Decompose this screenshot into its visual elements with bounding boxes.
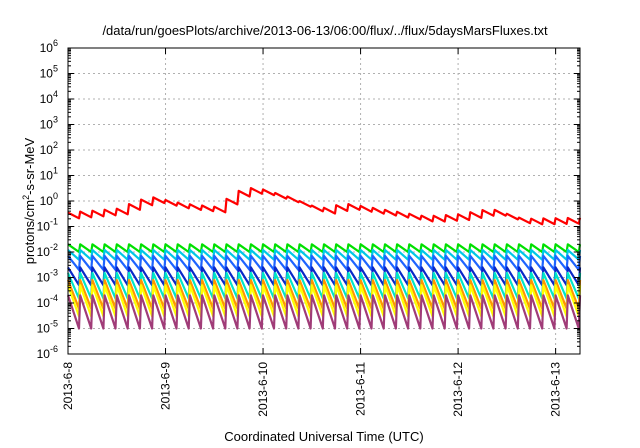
series-line-3: [67, 254, 582, 271]
x-tick-label: 2013-6-12: [451, 362, 465, 417]
y-axis-label-main: protons/cm: [22, 200, 37, 264]
chart-title: /data/run/goesPlots/archive/2013-06-13/0…: [102, 23, 548, 38]
y-tick-label: 103: [40, 115, 58, 132]
x-tick-label: 2013-6-13: [549, 362, 563, 417]
y-axis-label-superscript: 2: [21, 195, 31, 200]
x-axis-label: Coordinated Universal Time (UTC): [224, 429, 423, 444]
y-tick-label: 10-6: [37, 344, 58, 361]
y-tick-label: 105: [40, 64, 58, 81]
y-axis-label: protons/cm2-s-sr-MeV: [21, 137, 37, 264]
series-line-5: [66, 271, 582, 300]
data-series: [66, 187, 582, 330]
x-tick-label: 2013-6-11: [354, 362, 368, 416]
series-line-6: [66, 278, 582, 310]
series-line-4: [67, 266, 582, 287]
y-tick-label: 101: [40, 166, 58, 183]
x-tick-label: 2013-6-9: [159, 362, 173, 410]
y-tick-label: 10-4: [37, 293, 58, 310]
series-line-0: [67, 187, 582, 226]
x-tick-label: 2013-6-8: [61, 362, 75, 410]
y-axis-ticks: 10-6 10-5 10-4 10-3 10-2 10-1 100 101 102 103 104 1…: [37, 38, 580, 361]
series-line-1: [67, 243, 582, 254]
x-tick-label: 2013-6-10: [256, 362, 270, 417]
y-tick-label: 10-1: [37, 217, 58, 234]
y-tick-label: 102: [40, 140, 58, 157]
series-line-2: [67, 248, 582, 261]
series-line-8: [66, 294, 582, 330]
y-tick-label: 106: [40, 38, 58, 55]
y-tick-label: 10-5: [37, 319, 58, 336]
y-tick-label: 10-3: [37, 268, 58, 285]
y-tick-label: 104: [40, 89, 58, 106]
y-tick-label: 10-2: [37, 242, 58, 259]
x-axis-ticks: 2013-6-8 2013-6-9 2013-6-10 2013-6-11 2013-6…: [61, 48, 563, 417]
series-line-7: [66, 284, 582, 318]
y-axis-label-rest: -s-sr-MeV: [22, 137, 37, 194]
y-tick-label: 100: [40, 191, 58, 208]
